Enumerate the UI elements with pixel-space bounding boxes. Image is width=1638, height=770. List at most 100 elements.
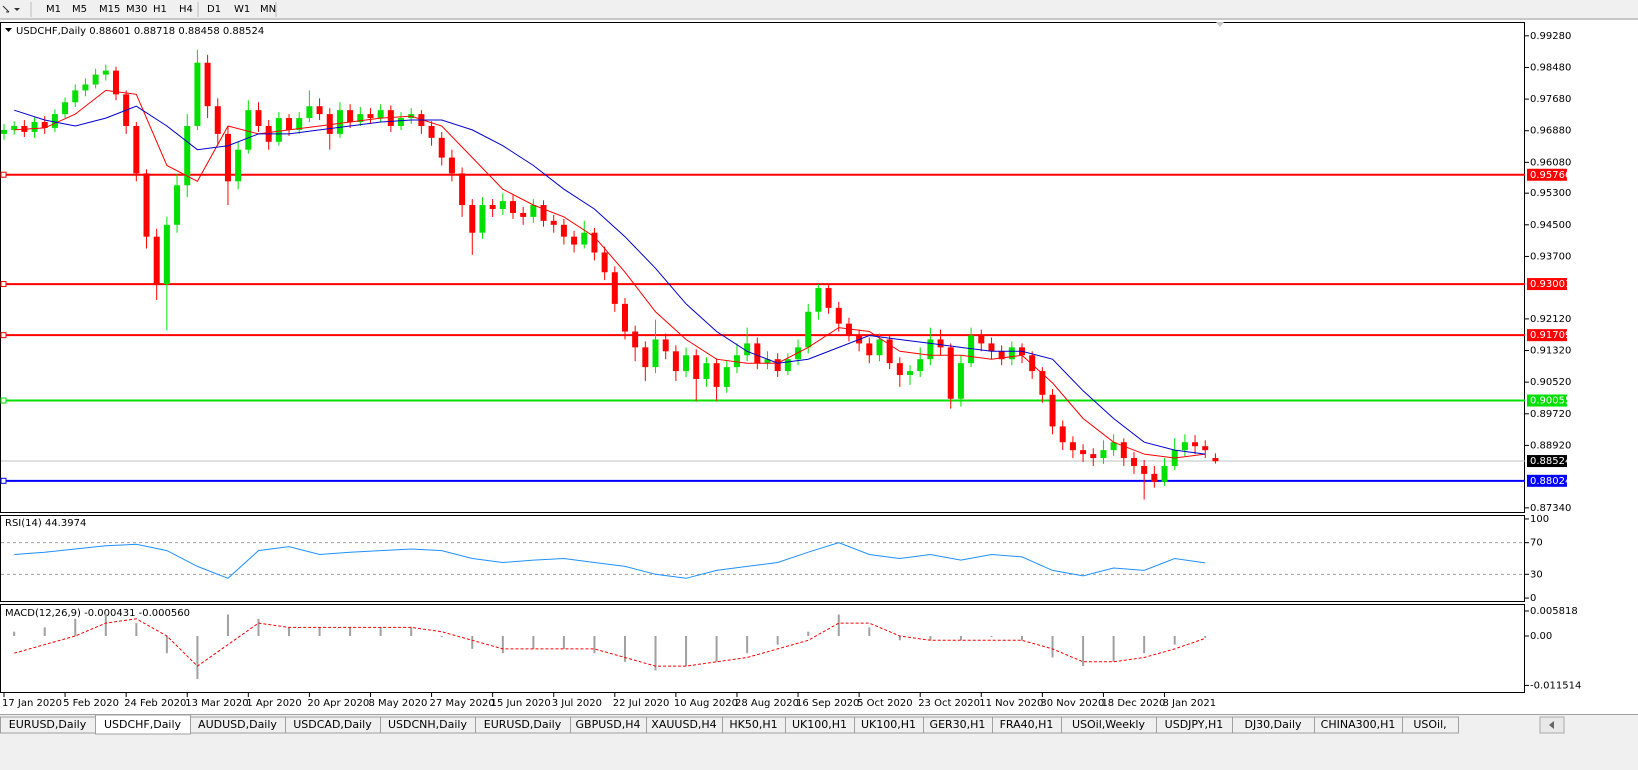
- candle-body: [194, 62, 201, 126]
- macd-tick-label: 0.00: [1530, 631, 1552, 642]
- dropdown-icon[interactable]: [14, 8, 20, 11]
- tab-label[interactable]: UK100,H1: [792, 718, 847, 731]
- tab-label[interactable]: DJ30,Daily: [1244, 718, 1302, 731]
- timeframe-button[interactable]: M1: [46, 4, 61, 15]
- timeframe-button[interactable]: M5: [72, 4, 87, 15]
- tab-label[interactable]: EURUSD,Daily: [9, 718, 87, 731]
- macd-bar: [13, 631, 16, 637]
- x-tick-label: 10 Aug 2020: [674, 698, 738, 709]
- level-handle[interactable]: [0, 281, 7, 288]
- candle-body: [550, 220, 557, 225]
- tab-label[interactable]: HK50,H1: [729, 718, 777, 731]
- candle-body: [204, 62, 211, 107]
- timeframe-button[interactable]: MN: [260, 4, 276, 15]
- candle-body: [296, 118, 303, 130]
- candle-body: [520, 212, 527, 217]
- candle-body: [1181, 442, 1188, 451]
- timeframe-button[interactable]: H1: [153, 4, 167, 15]
- candle-body: [306, 106, 313, 119]
- candle-body: [1100, 450, 1107, 459]
- level-label-bg: [1527, 329, 1567, 342]
- y-tick-label: 0.94500: [1530, 220, 1571, 231]
- macd-title: MACD(12,26,9) -0.000431 -0.000560: [5, 608, 190, 619]
- level-handle[interactable]: [0, 397, 7, 404]
- timeframe-button[interactable]: W1: [234, 4, 250, 15]
- tab-label[interactable]: GBPUSD,H4: [576, 718, 641, 731]
- tab-label[interactable]: USDJPY,H1: [1165, 718, 1224, 731]
- candle-body: [428, 125, 435, 138]
- tab-label[interactable]: USDCHF,Daily: [104, 718, 182, 731]
- candle-body: [184, 125, 191, 186]
- candle-body: [448, 157, 455, 174]
- last-price-label: 0.88524: [1530, 456, 1571, 467]
- macd-bar: [532, 636, 535, 649]
- tab-label[interactable]: UK100,H1: [861, 718, 916, 731]
- candle-body: [72, 90, 79, 103]
- y-tick-label: 0.92120: [1530, 314, 1571, 325]
- candle-body: [438, 137, 445, 158]
- candle-body: [1110, 442, 1117, 451]
- candle-body: [652, 339, 659, 368]
- candle-body: [805, 311, 812, 348]
- tab-label[interactable]: GER30,H1: [930, 718, 986, 731]
- candle-body: [255, 110, 262, 126]
- macd-bar: [685, 636, 688, 667]
- tool-icon[interactable]: [2, 5, 10, 13]
- candle-body: [245, 110, 252, 150]
- candle-body: [398, 118, 405, 126]
- level-label-bg: [1527, 474, 1567, 487]
- level-handle[interactable]: [0, 477, 7, 484]
- y-tick-label: 0.99280: [1530, 31, 1571, 42]
- candle-body: [927, 339, 934, 360]
- macd-bar: [715, 636, 718, 662]
- candle-body: [581, 232, 588, 245]
- timeframe-button[interactable]: H4: [179, 4, 193, 15]
- candle-body: [1008, 347, 1015, 360]
- tab[interactable]: [1402, 716, 1459, 734]
- candle-body: [387, 110, 394, 126]
- tab-label[interactable]: USDCAD,Daily: [293, 718, 372, 731]
- candle-body: [163, 224, 170, 285]
- candle-body: [153, 236, 160, 285]
- candle-body: [591, 232, 598, 253]
- level-handle[interactable]: [0, 171, 7, 178]
- candle-body: [489, 205, 496, 209]
- tab-label[interactable]: USOil,Weekly: [1072, 718, 1145, 731]
- x-tick-label: 28 Aug 2020: [735, 698, 799, 709]
- timeframe-button[interactable]: M30: [126, 4, 147, 15]
- macd-bar: [623, 636, 626, 662]
- tab-label[interactable]: USDCNH,Daily: [388, 718, 468, 731]
- candle-body: [377, 110, 384, 119]
- macd-bar: [440, 636, 443, 638]
- candle-body: [1212, 458, 1219, 462]
- menu-arrow[interactable]: [5, 28, 12, 32]
- timeframe-button[interactable]: D1: [207, 4, 221, 15]
- candle-body: [1049, 394, 1056, 427]
- moving-average: [14, 105, 1206, 455]
- macd-bar: [104, 614, 107, 637]
- candle-body: [326, 114, 333, 134]
- tab-label[interactable]: USOil,: [1413, 718, 1446, 731]
- chart-window: [0, 20, 1638, 714]
- timeframe-button[interactable]: M15: [99, 4, 120, 15]
- tab-label[interactable]: CHINA300,H1: [1321, 718, 1396, 731]
- tab-label[interactable]: EURUSD,Daily: [484, 718, 562, 731]
- x-tick-label: 3 Jul 2020: [552, 698, 602, 709]
- candle-body: [672, 351, 679, 372]
- candle-body: [795, 347, 802, 360]
- y-tick-label: 0.95300: [1530, 188, 1571, 199]
- y-tick-label: 0.96080: [1530, 157, 1571, 168]
- candle-body: [479, 205, 486, 233]
- candle-body: [82, 84, 89, 91]
- tab-label[interactable]: FRA40,H1: [1000, 718, 1054, 731]
- candle-body: [693, 355, 700, 379]
- candle-body: [978, 335, 985, 344]
- scroll-left[interactable]: [1549, 721, 1554, 729]
- level-handle[interactable]: [0, 332, 7, 339]
- x-tick-label: 11 Nov 2020: [979, 698, 1043, 709]
- macd-bar: [868, 627, 871, 637]
- tab-label[interactable]: AUDUSD,Daily: [198, 718, 277, 731]
- candle-body: [937, 339, 944, 348]
- tab-label[interactable]: XAUUSD,H4: [651, 718, 716, 731]
